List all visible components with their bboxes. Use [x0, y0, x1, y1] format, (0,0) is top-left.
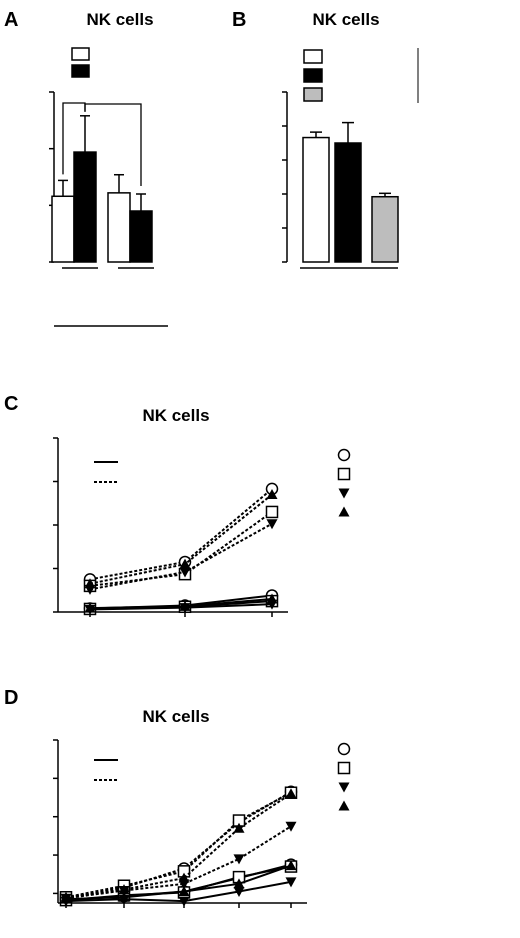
panel-letter-a: A	[4, 9, 18, 31]
legend-swatch	[303, 49, 323, 64]
data-point	[233, 854, 245, 865]
bar	[107, 192, 131, 263]
legend-marker	[338, 800, 350, 811]
data-point	[118, 884, 130, 895]
data-point	[178, 885, 190, 896]
legend-marker	[337, 742, 351, 756]
data-point	[60, 891, 72, 902]
data-point	[179, 558, 191, 569]
legend-marker	[338, 506, 350, 517]
panel-letter-d: D	[4, 687, 18, 709]
legend-swatch	[71, 64, 90, 78]
data-point	[178, 896, 190, 907]
series-line-il15-il18	[65, 791, 292, 899]
data-point	[266, 593, 278, 604]
panel-b-chart	[282, 48, 419, 269]
data-point	[266, 519, 278, 530]
panel-b-title: NK cells	[312, 10, 379, 29]
data-point	[233, 886, 245, 897]
data-point	[84, 578, 96, 589]
data-point	[178, 872, 190, 883]
data-point	[285, 877, 297, 888]
data-point	[285, 788, 297, 799]
panel-a-title: NK cells	[86, 10, 153, 29]
data-point	[118, 891, 130, 902]
bar	[129, 210, 153, 263]
legend-marker	[338, 488, 350, 499]
legend-swatch	[303, 68, 323, 83]
panel-d-chart	[53, 739, 351, 908]
data-point	[84, 602, 96, 613]
series-line-il15-il18	[65, 790, 292, 900]
panel-a-chart	[49, 47, 168, 327]
panel-d-title: NK cells	[142, 707, 209, 726]
bar	[73, 151, 97, 263]
data-point	[285, 821, 297, 832]
series-line-il15-il18	[65, 792, 292, 899]
bar	[334, 142, 362, 263]
data-point	[179, 600, 191, 611]
panel-letter-c: C	[4, 393, 18, 415]
bar	[51, 195, 75, 263]
legend-swatch	[303, 87, 323, 102]
data-point	[285, 860, 297, 871]
legend-marker	[337, 448, 351, 462]
significance-bracket	[84, 103, 142, 186]
panel-c-title: NK cells	[142, 406, 209, 425]
data-point	[266, 489, 278, 500]
legend-marker	[338, 782, 350, 793]
data-point	[265, 505, 279, 519]
legend-swatch	[71, 47, 90, 61]
data-point	[233, 822, 245, 833]
bar	[302, 136, 330, 263]
legend-marker	[337, 761, 351, 775]
bar	[371, 195, 399, 263]
panel-c-chart	[53, 437, 351, 617]
panel-letter-b: B	[232, 9, 246, 31]
legend-marker	[337, 467, 351, 481]
data-point	[233, 878, 245, 889]
data-point	[179, 567, 191, 578]
